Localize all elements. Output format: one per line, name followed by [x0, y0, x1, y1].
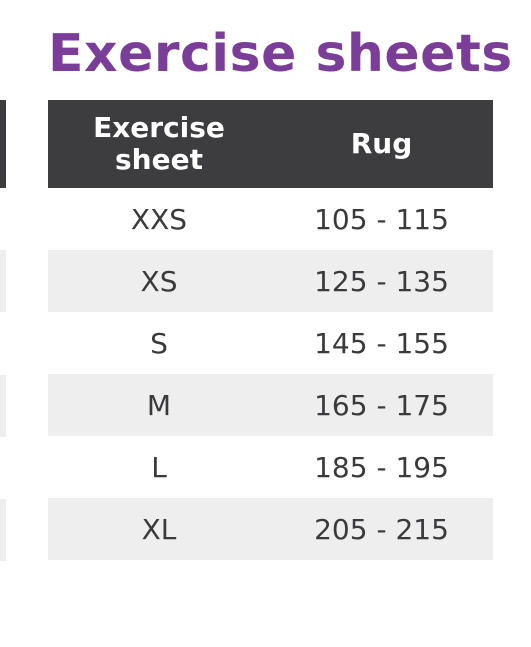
column-header-rug: Rug: [270, 100, 493, 188]
table-row: M 165 - 175: [48, 374, 493, 436]
page-title: Exercise sheets: [48, 24, 513, 84]
table-row: XL 205 - 215: [48, 498, 493, 560]
size-cell: S: [150, 326, 168, 360]
column-header-exercise-sheet: Exercise sheet: [48, 100, 270, 188]
rug-range-cell: 145 - 155: [314, 326, 449, 360]
size-cell: XS: [140, 264, 178, 298]
size-cell: XL: [141, 512, 177, 546]
adjacent-table-row-fragment: [0, 499, 6, 561]
table-header-row: Exercise sheet Rug: [48, 100, 493, 188]
rug-range-cell: 105 - 115: [314, 202, 449, 236]
size-cell: L: [151, 450, 167, 484]
rug-range-cell: 185 - 195: [314, 450, 449, 484]
rug-range-cell: 125 - 135: [314, 264, 449, 298]
table-row: XS 125 - 135: [48, 250, 493, 312]
table-row: L 185 - 195: [48, 436, 493, 498]
size-cell: XXS: [130, 202, 188, 236]
adjacent-table-row-fragment: [0, 250, 6, 312]
adjacent-table-header-fragment: [0, 100, 6, 188]
table-row: XXS 105 - 115: [48, 188, 493, 250]
table-row: S 145 - 155: [48, 312, 493, 374]
size-cell: M: [146, 388, 172, 422]
rug-range-cell: 205 - 215: [314, 512, 449, 546]
size-chart-table: Exercise sheet Rug XXS 105 - 115 XS 125 …: [48, 100, 493, 560]
rug-range-cell: 165 - 175: [314, 388, 449, 422]
adjacent-table-row-fragment: [0, 375, 6, 437]
